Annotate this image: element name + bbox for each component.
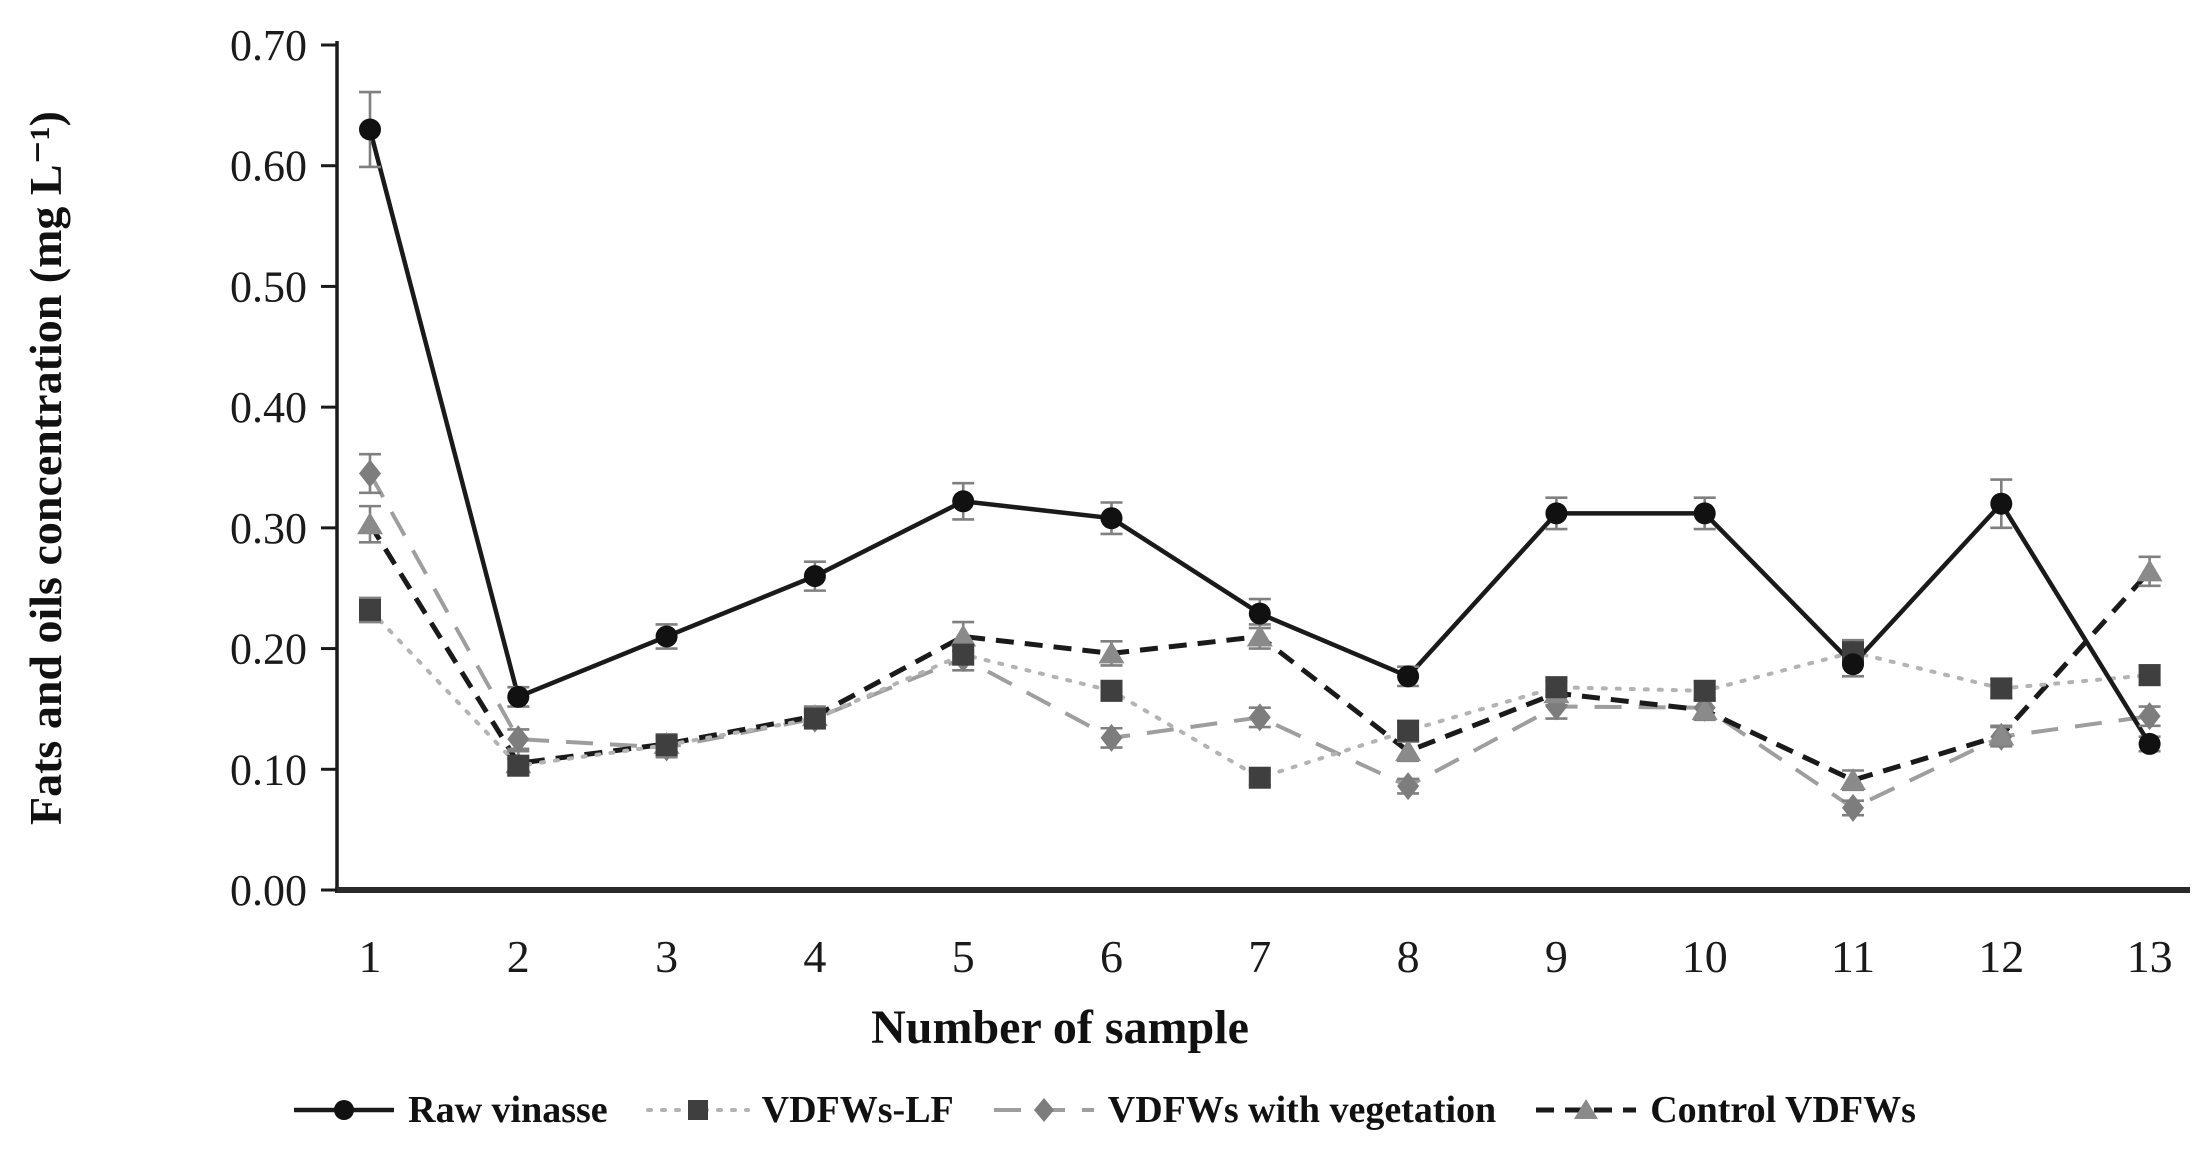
- data-point: [1248, 602, 1271, 625]
- data-point: [1397, 719, 1420, 742]
- axes: 0.000.100.200.300.400.500.600.701 2 3 4 5 6 7 8…: [230, 21, 2190, 982]
- y-tick-label: 0.70: [230, 21, 307, 70]
- y-tick-label: 0.40: [230, 383, 307, 432]
- y-tick-label: 0.50: [230, 262, 307, 311]
- legend-item-vdfws-lf: VDFWs-LF: [645, 1088, 954, 1132]
- data-point: [507, 685, 530, 708]
- y-tick-label: 0.00: [230, 866, 307, 915]
- markers-raw-vinasse: [359, 118, 2161, 755]
- legend-sample-triangle-icon: [1536, 1099, 1637, 1119]
- data-point: [952, 490, 975, 513]
- diamond-marker-icon: [1033, 1098, 1054, 1122]
- data-point: [1100, 507, 1123, 530]
- data-point: [1248, 766, 1271, 789]
- x-tick-label: 1: [359, 931, 382, 982]
- fats-oils-line-chart: 0.000.100.200.300.400.500.600.701 2 3 4 5 6 7 8…: [230, 21, 2190, 982]
- data-point: [1990, 492, 2013, 515]
- legend-label-control-vdfws: Control VDFWs: [1650, 1089, 1916, 1131]
- x-tick-label: 12: [1978, 931, 2024, 982]
- data-point: [655, 734, 678, 757]
- data-point: [1397, 772, 1420, 801]
- data-point: [1098, 641, 1125, 664]
- data-point: [1842, 653, 1864, 676]
- x-tick-label: 7: [1248, 931, 1271, 982]
- data-point: [1395, 739, 1422, 762]
- data-point: [1545, 502, 1568, 525]
- data-point: [803, 707, 826, 730]
- x-tick-label: 5: [952, 931, 975, 982]
- data-point: [1988, 723, 2015, 746]
- data-point: [950, 624, 977, 647]
- legend-label-vdfws-with-vegetation: VDFWs with vegetation: [1107, 1089, 1497, 1131]
- legend-label-raw-vinasse: Raw vinasse: [408, 1089, 608, 1131]
- data-point: [1842, 793, 1864, 822]
- data-point: [1691, 698, 1718, 721]
- circle-marker-icon: [334, 1100, 355, 1120]
- data-point: [655, 625, 678, 648]
- x-tick-label: 10: [1682, 931, 1728, 982]
- legend-sample-circle-icon: [294, 1100, 395, 1120]
- data-point: [1840, 768, 1866, 791]
- data-point: [1248, 703, 1271, 732]
- data-point: [359, 118, 381, 141]
- legend-sample-diamond-icon: [993, 1098, 1094, 1122]
- data-point: [952, 643, 975, 666]
- data-point: [1246, 624, 1273, 647]
- x-tick-label: 6: [1100, 931, 1123, 982]
- y-tick-label: 0.60: [230, 142, 307, 191]
- chart-legend: Raw vinasse VDFWs-LF VDFWs with vegetation…: [0, 1078, 2208, 1142]
- legend-label-vdfws-lf: VDFWs-LF: [761, 1089, 954, 1131]
- data-point: [1693, 502, 1716, 525]
- data-point: [1100, 679, 1123, 702]
- legend-item-raw-vinasse: Raw vinasse: [292, 1088, 608, 1132]
- data-point: [2136, 559, 2163, 582]
- data-point: [359, 598, 381, 621]
- data-point: [2138, 664, 2161, 687]
- x-tick-label: 9: [1545, 931, 1568, 982]
- y-tick-label: 0.30: [230, 504, 307, 553]
- data-point: [1100, 723, 1123, 752]
- x-tick-label: 2: [507, 931, 530, 982]
- triangle-marker-icon: [1574, 1099, 1599, 1119]
- legend-item-control-vdfws: Control VDFWs: [1534, 1088, 1916, 1132]
- legend-item-vdfws-with-vegetation: VDFWs with vegetation: [992, 1088, 1496, 1132]
- y-tick-label: 0.10: [230, 745, 307, 794]
- x-tick-label: 4: [803, 931, 826, 982]
- x-tick-label: 13: [2127, 931, 2173, 982]
- data-point: [1693, 679, 1716, 702]
- x-tick-label: 3: [655, 931, 678, 982]
- x-tick-label: 11: [1831, 931, 1875, 982]
- data-point: [2138, 732, 2161, 755]
- data-point: [507, 754, 530, 777]
- data-point: [1397, 665, 1420, 688]
- data-point: [803, 565, 826, 588]
- data-point: [1990, 677, 2013, 700]
- y-tick-label: 0.20: [230, 625, 307, 674]
- data-point: [1545, 676, 1568, 699]
- series-line-raw-vinasse: [367, 128, 2152, 746]
- data-point: [357, 512, 383, 535]
- x-axis-title: Number of sample: [871, 1001, 1249, 1054]
- data-point: [359, 459, 381, 488]
- y-axis-title: Fats and oils concentration (mg L⁻¹): [20, 111, 71, 825]
- data-point: [2138, 702, 2161, 731]
- square-marker-icon: [687, 1100, 708, 1120]
- data-point: [507, 725, 530, 754]
- legend-sample-square-icon: [645, 1100, 750, 1120]
- series-line-control-vdfws: [367, 522, 2152, 783]
- x-tick-label: 8: [1397, 931, 1420, 982]
